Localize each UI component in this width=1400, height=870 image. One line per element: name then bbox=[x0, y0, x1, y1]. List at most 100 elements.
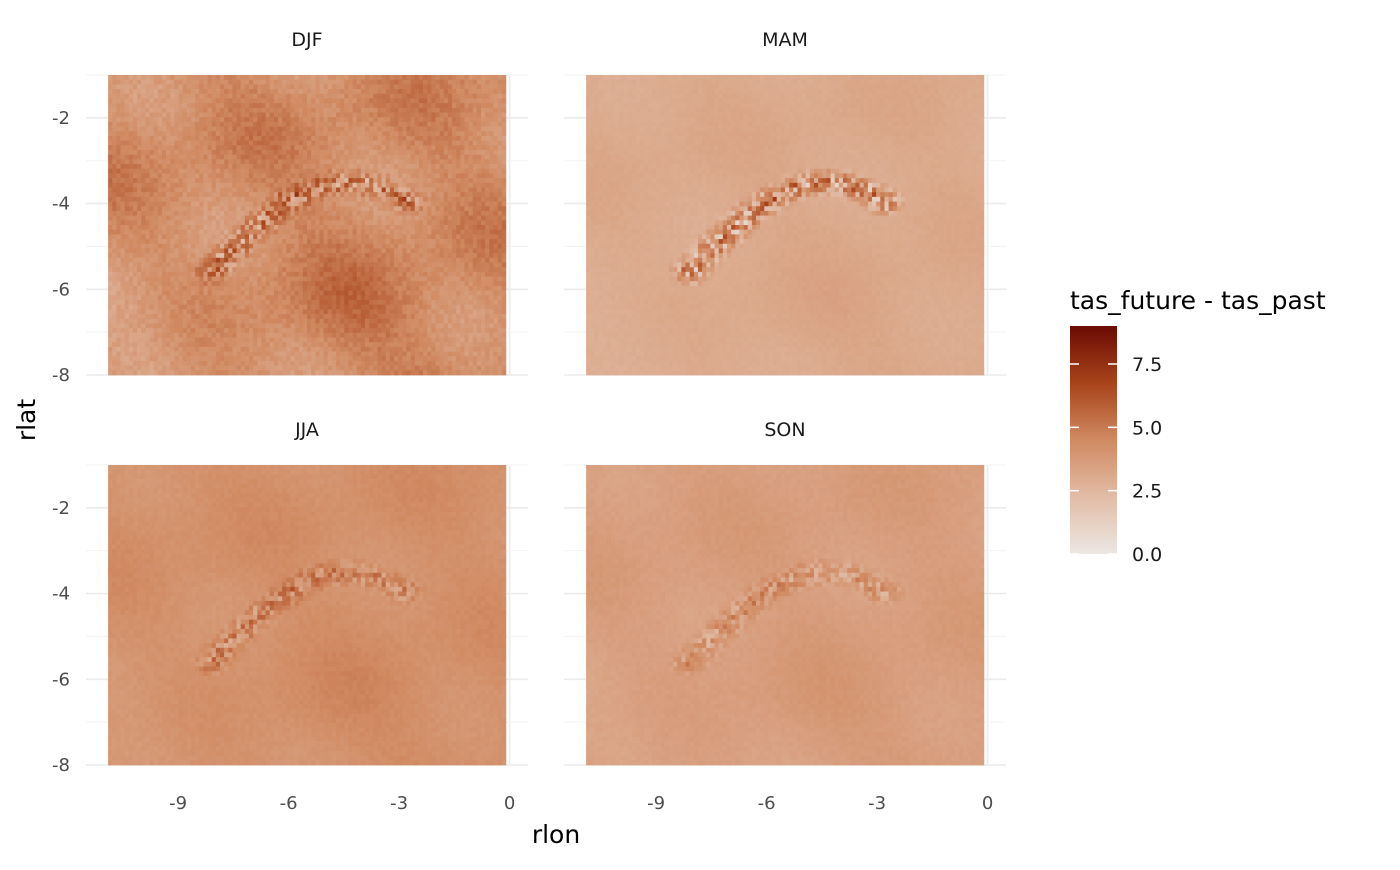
heatmap-tile bbox=[257, 277, 261, 282]
heatmap-tile bbox=[249, 98, 253, 103]
heatmap-tile bbox=[311, 98, 315, 103]
heatmap-tile bbox=[129, 309, 133, 314]
heatmap-tile bbox=[237, 314, 241, 319]
heatmap-tile bbox=[179, 216, 183, 221]
heatmap-tile bbox=[311, 192, 315, 197]
heatmap-tile bbox=[212, 188, 216, 193]
heatmap-tile bbox=[328, 113, 332, 118]
heatmap-tile bbox=[278, 300, 282, 305]
heatmap-tile bbox=[199, 314, 203, 319]
heatmap-tile bbox=[415, 103, 419, 108]
heatmap-tile bbox=[493, 173, 497, 178]
heatmap-tile bbox=[183, 103, 187, 108]
heatmap-tile bbox=[390, 103, 394, 108]
heatmap-tile bbox=[232, 211, 236, 216]
heatmap-tile bbox=[332, 103, 336, 108]
heatmap-tile bbox=[477, 173, 481, 178]
heatmap-tile bbox=[336, 234, 340, 239]
heatmap-tile bbox=[278, 113, 282, 118]
heatmap-tile bbox=[373, 239, 377, 244]
heatmap-tile bbox=[444, 150, 448, 155]
heatmap-tile bbox=[377, 211, 381, 216]
heatmap-tile bbox=[340, 89, 344, 94]
heatmap-tile bbox=[357, 211, 361, 216]
heatmap-tile bbox=[348, 192, 352, 197]
heatmap-tile bbox=[278, 117, 282, 122]
heatmap-tile bbox=[353, 169, 357, 174]
heatmap-tile bbox=[125, 272, 129, 277]
heatmap-tile bbox=[390, 98, 394, 103]
heatmap-tile bbox=[485, 141, 489, 146]
heatmap-tile bbox=[373, 192, 377, 197]
heatmap-tile bbox=[282, 103, 286, 108]
heatmap-tile bbox=[179, 286, 183, 291]
heatmap-tile bbox=[423, 309, 427, 314]
heatmap-tile bbox=[278, 89, 282, 94]
heatmap-tile bbox=[332, 230, 336, 235]
heatmap-tile bbox=[419, 230, 423, 235]
heatmap-tile bbox=[266, 277, 270, 282]
heatmap-tile bbox=[116, 192, 120, 197]
heatmap-tile bbox=[402, 267, 406, 272]
heatmap-tile bbox=[212, 220, 216, 225]
heatmap-tile bbox=[266, 155, 270, 160]
heatmap-tile bbox=[390, 239, 394, 244]
heatmap-tile bbox=[307, 80, 311, 85]
heatmap-tile bbox=[166, 272, 170, 277]
heatmap-tile bbox=[150, 291, 154, 296]
heatmap-tile bbox=[340, 234, 344, 239]
heatmap-tile bbox=[212, 141, 216, 146]
heatmap-tile bbox=[328, 239, 332, 244]
heatmap-tile bbox=[469, 234, 473, 239]
heatmap-tile bbox=[203, 234, 207, 239]
heatmap-tile bbox=[174, 286, 178, 291]
heatmap-tile bbox=[423, 206, 427, 211]
heatmap-tile bbox=[145, 84, 149, 89]
heatmap-tile bbox=[423, 141, 427, 146]
heatmap-tile bbox=[456, 117, 460, 122]
heatmap-tile bbox=[390, 267, 394, 272]
heatmap-tile bbox=[344, 108, 348, 113]
heatmap-tile bbox=[444, 164, 448, 169]
heatmap-tile bbox=[373, 291, 377, 296]
heatmap-tile bbox=[266, 131, 270, 136]
heatmap-tile bbox=[431, 173, 435, 178]
heatmap-tile bbox=[498, 155, 502, 160]
heatmap-tile bbox=[340, 173, 344, 178]
heatmap-tile bbox=[282, 244, 286, 249]
heatmap-tile bbox=[324, 239, 328, 244]
heatmap-tile bbox=[415, 291, 419, 296]
heatmap-tile bbox=[241, 103, 245, 108]
heatmap-tile bbox=[456, 244, 460, 249]
heatmap-tile bbox=[299, 234, 303, 239]
heatmap-tile bbox=[502, 197, 506, 202]
heatmap-tile bbox=[199, 117, 203, 122]
heatmap-tile bbox=[158, 159, 162, 164]
heatmap-tile bbox=[286, 94, 290, 99]
heatmap-tile bbox=[390, 136, 394, 141]
heatmap-tile bbox=[415, 206, 419, 211]
heatmap-tile bbox=[377, 80, 381, 85]
heatmap-tile bbox=[423, 98, 427, 103]
heatmap-tile bbox=[195, 113, 199, 118]
heatmap-tile bbox=[137, 94, 141, 99]
heatmap-tile bbox=[141, 216, 145, 221]
heatmap-tile bbox=[116, 291, 120, 296]
heatmap-tile bbox=[469, 188, 473, 193]
heatmap-tile bbox=[431, 234, 435, 239]
heatmap-tile bbox=[477, 89, 481, 94]
heatmap-tile bbox=[162, 305, 166, 310]
heatmap-tile bbox=[469, 136, 473, 141]
heatmap-tile bbox=[377, 127, 381, 132]
heatmap-tile bbox=[415, 309, 419, 314]
heatmap-tile bbox=[402, 295, 406, 300]
heatmap-tile bbox=[344, 173, 348, 178]
heatmap-tile bbox=[415, 89, 419, 94]
heatmap-tile bbox=[299, 136, 303, 141]
heatmap-tile bbox=[174, 108, 178, 113]
heatmap-tile bbox=[361, 248, 365, 253]
heatmap-tile bbox=[373, 253, 377, 258]
heatmap-tile bbox=[174, 169, 178, 174]
heatmap-tile bbox=[116, 244, 120, 249]
heatmap-tile bbox=[208, 197, 212, 202]
